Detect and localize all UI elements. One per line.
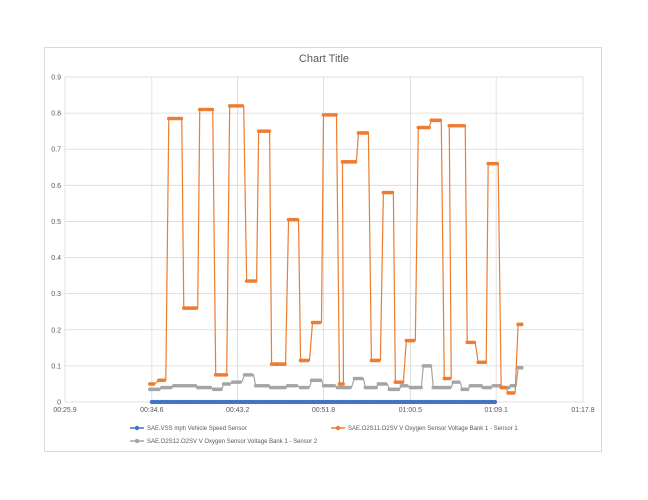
data-point — [519, 365, 524, 370]
legend-label: SAE.O2S12.O2SV V Oxygen Sensor Voltage B… — [147, 439, 318, 445]
data-point — [519, 322, 524, 327]
data-point — [282, 362, 287, 366]
x-tick-label: 01:00.5 — [399, 407, 422, 414]
data-point — [411, 338, 416, 343]
data-point — [404, 383, 409, 388]
series-2 — [148, 364, 524, 392]
data-point — [208, 385, 213, 390]
data-point — [383, 382, 388, 386]
data-point — [376, 358, 381, 363]
data-point — [194, 306, 199, 310]
data-point — [396, 387, 401, 392]
legend-item: SAE.O2S11.O2SV V Oxygen Sensor Voltage B… — [331, 425, 518, 432]
y-tick-label: 0.4 — [51, 255, 61, 262]
y-tick-label: 0.5 — [51, 219, 61, 226]
data-point — [495, 161, 499, 166]
data-point — [428, 364, 433, 368]
data-point — [224, 373, 229, 377]
data-point — [318, 378, 323, 383]
data-point — [359, 376, 364, 381]
data-point — [353, 160, 358, 164]
x-tick-label: 00:51.8 — [312, 407, 335, 414]
y-tick-label: 0.7 — [51, 147, 61, 154]
y-tick-label: 0.6 — [51, 183, 61, 190]
legend-label: SAE.O2S11.O2SV V Oxygen Sensor Voltage B… — [348, 426, 518, 432]
data-point — [162, 378, 167, 383]
axes: 0 0.1 0.2 0.3 0.4 0.5 0.6 0.7 0.8 0.9 00:25.9 00:34… — [51, 75, 595, 415]
data-point — [283, 385, 287, 390]
data-point — [419, 385, 423, 390]
y-tick-label: 0.2 — [51, 327, 61, 334]
y-tick-label: 0 — [57, 400, 61, 407]
data-point — [179, 116, 184, 121]
y-tick-label: 0.3 — [51, 291, 61, 298]
data-point — [511, 391, 516, 395]
data-point — [390, 190, 395, 195]
data-point — [219, 387, 223, 392]
legend: SAE.VSS mph Vehicle Speed Sensor SAE.O2S1… — [130, 425, 518, 445]
data-point — [250, 373, 254, 377]
y-tick-label: 0.8 — [51, 111, 61, 118]
legend-marker — [134, 438, 140, 444]
series-0 — [149, 399, 498, 405]
data-point — [462, 123, 467, 128]
data-point — [483, 360, 488, 365]
data-point — [456, 380, 461, 384]
series-1 — [148, 104, 524, 395]
series-lines — [148, 104, 524, 405]
data-point — [305, 358, 310, 363]
data-point — [502, 385, 507, 390]
data-point — [438, 118, 443, 123]
legend-label: SAE.VSS mph Vehicle Speed Sensor — [147, 426, 247, 432]
data-point — [238, 380, 242, 384]
data-point — [305, 385, 310, 390]
data-point — [151, 382, 156, 386]
data-point — [374, 385, 379, 390]
data-point — [348, 385, 352, 390]
chart-title: Chart Title — [298, 53, 350, 65]
data-point — [506, 385, 511, 390]
legend-marker — [335, 425, 341, 431]
data-point — [465, 387, 470, 392]
legend-marker — [134, 425, 140, 431]
series-line — [149, 365, 524, 390]
x-tick-label: 00:43.2 — [226, 407, 249, 414]
data-point — [267, 129, 272, 133]
legend-item: SAE.VSS mph Vehicle Speed Sensor — [130, 425, 247, 432]
x-tick-label: 01:09.1 — [484, 407, 507, 414]
data-point — [169, 385, 173, 390]
data-point — [227, 382, 231, 386]
legend-item: SAE.O2S12.O2SV V Oxygen Sensor Voltage B… — [130, 438, 318, 445]
data-point — [240, 104, 245, 108]
data-point — [365, 131, 370, 135]
x-tick-label: 01:17.8 — [571, 407, 594, 414]
data-point — [492, 399, 498, 405]
data-point — [447, 385, 452, 390]
data-point — [488, 385, 493, 390]
data-point — [334, 113, 338, 117]
data-point — [447, 376, 452, 381]
gridlines — [64, 76, 584, 403]
data-point — [157, 387, 161, 392]
data-point — [294, 383, 299, 388]
data-point — [332, 383, 337, 388]
x-tick-label: 00:25.9 — [53, 407, 76, 414]
y-tick-label: 0.1 — [51, 363, 61, 370]
y-tick-label: 0.9 — [51, 75, 61, 82]
data-point — [317, 320, 322, 325]
data-point — [472, 340, 477, 345]
data-point — [341, 382, 345, 386]
x-tick-label: 00:34.6 — [140, 407, 163, 414]
data-point — [253, 279, 258, 283]
data-point — [210, 107, 215, 112]
data-point — [427, 125, 431, 130]
data-point — [400, 380, 405, 384]
data-point — [295, 217, 300, 222]
